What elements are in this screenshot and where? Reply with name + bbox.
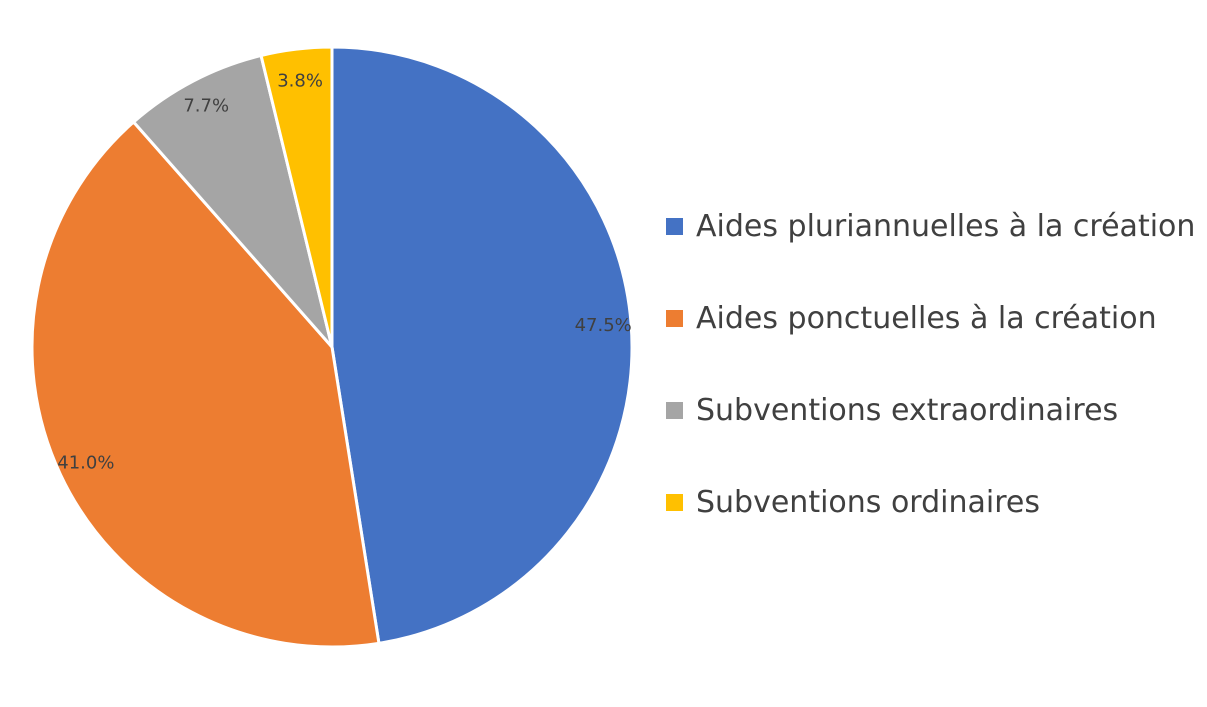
pie-chart: 47.5% 41.0% 7.7% 3.8% <box>30 45 634 649</box>
pie-slice <box>132 54 334 349</box>
legend-swatch <box>666 401 683 419</box>
legend-item-subventions-extraordinaires: Subventions extraordinaires <box>666 364 1195 456</box>
data-label: 7.7% <box>183 95 229 116</box>
legend-swatch <box>666 217 683 235</box>
legend-item-aides-pluriannuelles: Aides pluriannuelles à la création <box>666 180 1195 272</box>
data-label: 3.8% <box>277 70 323 91</box>
data-label: 41.0% <box>57 452 114 473</box>
legend-swatch <box>666 493 683 511</box>
legend-item-subventions-ordinaires: Subventions ordinaires <box>666 456 1195 548</box>
legend-label: Subventions extraordinaires <box>696 392 1119 428</box>
legend-label: Aides pluriannuelles à la création <box>696 208 1196 244</box>
legend-item-aides-ponctuelles: Aides ponctuelles à la création <box>666 272 1195 364</box>
pie-slice <box>330 45 634 645</box>
data-label: 47.5% <box>575 315 632 336</box>
pie-slice <box>259 45 334 349</box>
legend-label: Aides ponctuelles à la création <box>696 300 1157 336</box>
legend-swatch <box>666 309 683 327</box>
legend-label: Subventions ordinaires <box>696 484 1040 520</box>
pie-slice <box>30 120 381 649</box>
legend: Aides pluriannuelles à la création Aides… <box>666 180 1195 548</box>
